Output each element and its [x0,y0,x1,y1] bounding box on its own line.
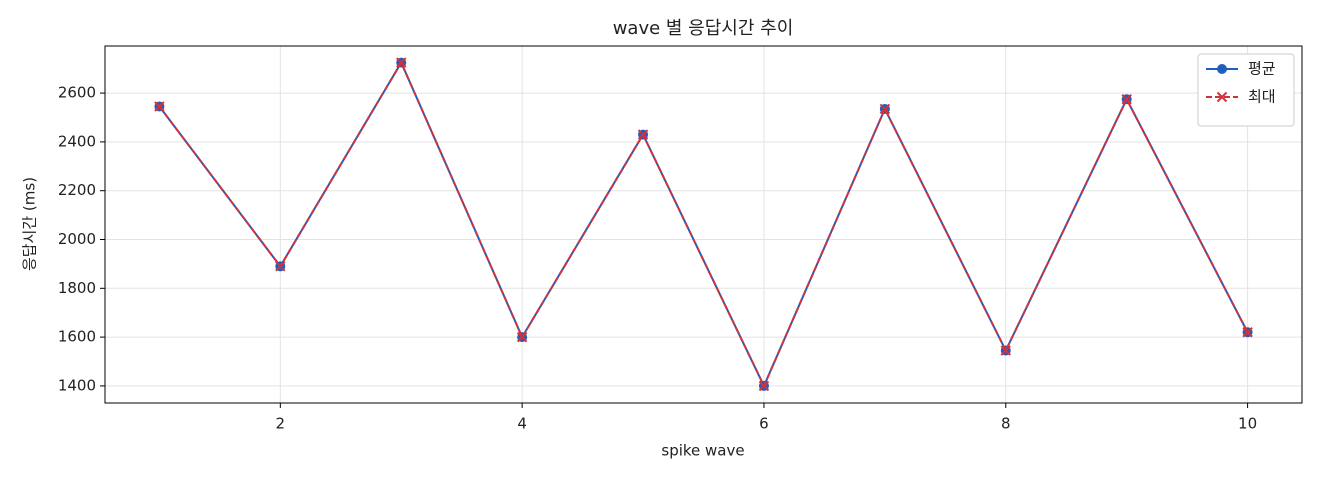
legend-marker [1216,91,1228,103]
y-tick-label: 2600 [58,84,96,102]
chart-title: wave 별 응답시간 추이 [613,18,794,39]
y-tick-label: 2400 [58,132,96,150]
y-tick-label: 2200 [58,181,96,199]
marker [396,57,407,68]
line [158,60,1249,389]
legend-marker [1217,64,1227,74]
y-tick-label: 2000 [58,230,96,248]
x-axis-label: spike wave [661,442,744,460]
x-tick-label: 4 [517,415,527,433]
marker [275,261,286,272]
legend-label: 평균 [1248,60,1276,78]
legend-label: 최대 [1248,88,1276,106]
y-tick-label: 1600 [58,328,96,346]
x-tick-label: 10 [1238,415,1257,433]
marker [1000,345,1011,356]
marker [1242,327,1253,338]
y-tick-label: 1800 [58,279,96,297]
x-tick-label: 8 [1001,415,1011,433]
marker [154,101,165,112]
marker [1121,93,1132,105]
marker [879,103,891,115]
marker [516,331,528,343]
plot-frame [104,45,1303,404]
marker [637,129,649,140]
x-tick-label: 6 [759,415,769,433]
x-tick-label: 2 [276,415,286,433]
legend-box [1197,53,1295,127]
y-axis-label: 응답시간 (ms) [21,177,39,271]
y-tick-label: 1400 [58,376,96,394]
marker [758,380,770,392]
